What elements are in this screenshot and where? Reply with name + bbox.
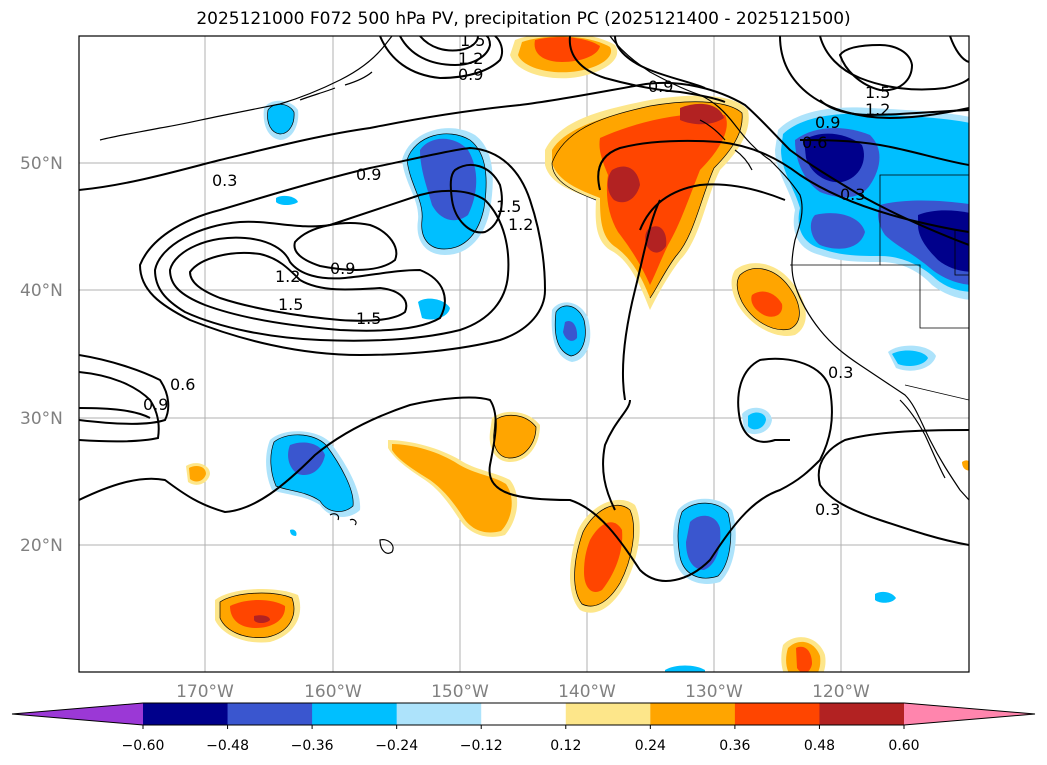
colorbar-extend-right xyxy=(904,703,1035,725)
contour-label: 1.2 xyxy=(458,49,483,68)
colorbar-tick-label: 0.60 xyxy=(888,738,919,754)
pv-contours xyxy=(79,36,969,582)
lon-label: 170°W xyxy=(176,682,234,702)
colorbar-segment xyxy=(143,703,229,725)
lon-label: 120°W xyxy=(812,682,870,702)
contour-label: 0.3 xyxy=(815,500,840,519)
map-frame xyxy=(78,35,970,673)
lat-label: 50°N xyxy=(20,154,63,174)
contour-label: 1.5 xyxy=(278,295,303,314)
contour-labels: 1.5 1.2 0.9 0.9 1.5 1.2 0.3 0.9 1.5 1.2 … xyxy=(143,31,890,519)
colorbar-tick-label: −0.36 xyxy=(291,738,334,754)
colorbar-segment xyxy=(312,703,398,725)
colorbar-tick-label: 0.12 xyxy=(550,738,581,754)
precip-outlines xyxy=(219,101,800,638)
lon-label: 140°W xyxy=(558,682,616,702)
contour-label: 0.9 xyxy=(330,259,355,278)
contour-label: 0.9 xyxy=(458,65,483,84)
map-area: 1.5 1.2 0.9 0.9 1.5 1.2 0.3 0.9 1.5 1.2 … xyxy=(79,31,969,672)
colorbar-tick-label: −0.48 xyxy=(206,738,249,754)
contour-label: 1.5 xyxy=(356,309,381,328)
colorbar-segment xyxy=(481,703,567,725)
colorbar-tick-label: −0.24 xyxy=(375,738,418,754)
contour-label: 1.2 xyxy=(865,100,890,119)
colorbar: −0.60 −0.48 −0.36 −0.24 −0.12 0.12 0.24 0.36 0.4… xyxy=(11,702,1036,754)
contour-label: 0.3 xyxy=(828,363,853,382)
lat-label: 20°N xyxy=(20,536,63,556)
colorbar-extend-left xyxy=(12,703,143,725)
colorbar-tick-label: −0.12 xyxy=(460,738,503,754)
contour-label: 0.3 xyxy=(212,171,237,190)
colorbar-segment xyxy=(650,703,736,725)
contour-label: 1.5 xyxy=(460,31,485,50)
colorbar-segment xyxy=(734,703,820,725)
lon-label: 150°W xyxy=(431,682,489,702)
contour-label: 0.9 xyxy=(143,395,168,414)
lon-label: 130°W xyxy=(685,682,743,702)
contour-label: 0.3 xyxy=(840,185,865,204)
contour-label: 1.5 xyxy=(865,83,890,102)
contour-label: 1.2 xyxy=(275,267,300,286)
contour-label: 0.9 xyxy=(356,165,381,184)
coastlines xyxy=(99,36,969,554)
contour-label: 1.5 xyxy=(496,197,521,216)
contour-label: 1.2 xyxy=(508,215,533,234)
contour-label: 0.6 xyxy=(802,133,827,152)
lon-labels: 170°W 160°W 150°W 140°W 130°W 120°W xyxy=(176,682,870,702)
colorbar-segment xyxy=(819,703,905,725)
colorbar-segment xyxy=(565,703,651,725)
lat-label: 30°N xyxy=(20,409,63,429)
colorbar-tick-label: 0.48 xyxy=(804,738,835,754)
contour-label: 0.9 xyxy=(648,77,673,96)
contour-label: 0.6 xyxy=(170,375,195,394)
colorbar-tick-label: 0.36 xyxy=(719,738,750,754)
map-title: 2025121000 F072 500 hPa PV, precipitatio… xyxy=(196,9,851,29)
precip-positive xyxy=(186,36,969,672)
lat-labels: 50°N 40°N 30°N 20°N xyxy=(20,154,63,556)
contour-label: 0.9 xyxy=(815,113,840,132)
lon-label: 160°W xyxy=(304,682,362,702)
colorbar-segment xyxy=(396,703,482,725)
colorbar-tick-label: −0.60 xyxy=(122,738,165,754)
lat-label: 40°N xyxy=(20,281,63,301)
colorbar-segment xyxy=(227,703,313,725)
colorbar-tick-label: 0.24 xyxy=(635,738,666,754)
